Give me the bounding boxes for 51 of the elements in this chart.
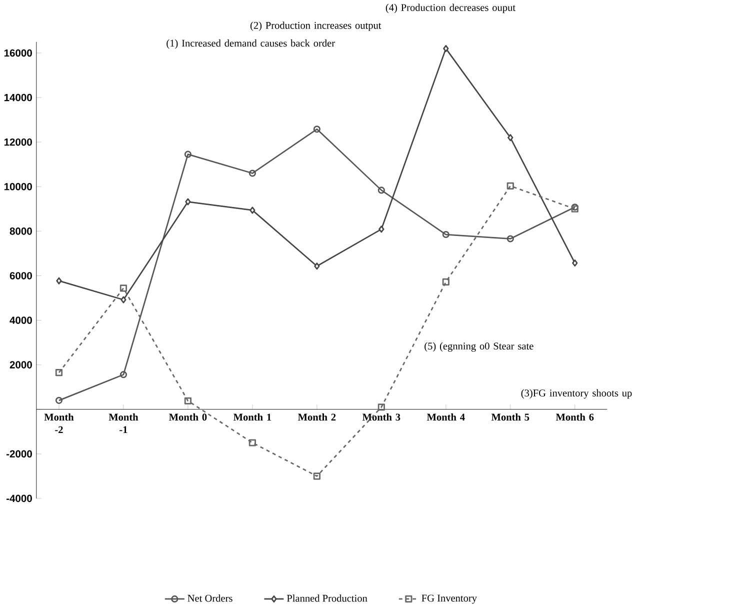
y-tick-label: 2000 <box>10 361 32 368</box>
point <box>378 186 385 194</box>
point <box>443 45 449 52</box>
y-tick-label: 6000 <box>10 272 32 280</box>
text: (4) Production decreases ouput <box>386 4 516 14</box>
text: (2) Production increases output <box>250 22 382 31</box>
x-tick-label: Month 2 <box>298 413 336 421</box>
y-tick-label: 10000 <box>4 183 32 190</box>
point <box>184 397 192 404</box>
x-tick-label: Month 6 <box>556 413 594 421</box>
point <box>572 260 578 267</box>
point <box>120 284 127 292</box>
annotation: (1) Increased demand causes back order <box>166 39 335 49</box>
legend-label: Net Orders <box>188 594 232 602</box>
point <box>506 235 514 242</box>
point <box>442 278 450 286</box>
point <box>508 134 514 142</box>
point <box>120 371 127 378</box>
point <box>185 198 191 206</box>
point <box>56 277 62 284</box>
point <box>506 182 514 190</box>
x-tick-label: Month 4 <box>426 413 465 421</box>
point <box>250 206 256 214</box>
y-tick-label: 4000 <box>10 316 32 324</box>
point <box>442 231 450 238</box>
point <box>248 170 256 177</box>
point <box>378 226 384 233</box>
x-tick-label: Month 5 <box>491 413 530 421</box>
point <box>248 439 256 446</box>
annotation: (3)FG inventory shoots up <box>521 389 632 399</box>
legend-label: Planned Production <box>286 594 368 602</box>
x-tick-label: Month 3 <box>362 413 400 421</box>
x-tick-label: Month 0 <box>169 413 207 421</box>
x-tick-label: Month -1 <box>108 413 138 434</box>
point <box>184 150 192 158</box>
x-tick-label: Month 1 <box>233 413 272 421</box>
point <box>313 472 320 480</box>
point <box>314 262 320 270</box>
point <box>378 404 385 411</box>
y-tick-label: 16000 <box>4 49 32 57</box>
point <box>120 296 126 304</box>
y-tick-label: 8000 <box>10 228 32 235</box>
point <box>55 369 63 376</box>
y-tick-label: 14000 <box>4 94 32 102</box>
annotation: (5) (egnning o0 Stear sate <box>424 342 534 352</box>
x-tick-label: Month -2 <box>44 413 74 434</box>
y-tick-label: -2000 <box>6 450 32 458</box>
y-tick-label: 12000 <box>4 138 32 146</box>
y-tick-label: -4000 <box>6 494 32 502</box>
point <box>313 126 320 133</box>
legend-label: FG Inventory <box>422 594 477 604</box>
